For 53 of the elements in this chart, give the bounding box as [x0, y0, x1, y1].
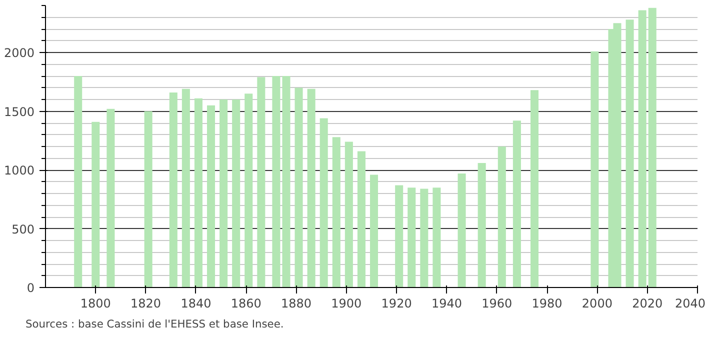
x-tick-label: 1820 — [130, 296, 162, 310]
bar — [320, 118, 328, 288]
bar — [74, 76, 82, 288]
y-tick-label: 1000 — [4, 164, 35, 178]
bar — [648, 8, 656, 288]
x-tick-label: 1960 — [482, 296, 512, 310]
bar — [92, 122, 100, 288]
bar — [638, 10, 646, 288]
bar — [257, 77, 266, 288]
x-tick-label: 1980 — [532, 296, 562, 310]
bar — [332, 137, 340, 288]
x-tick-label: 1800 — [80, 296, 111, 310]
bar — [169, 92, 178, 288]
bar — [590, 51, 599, 288]
bar — [458, 174, 466, 288]
bar — [530, 90, 539, 288]
x-tick-label: 1860 — [230, 296, 262, 310]
bar — [370, 174, 378, 288]
x-tick-label: 2000 — [582, 296, 612, 310]
bar — [182, 88, 190, 288]
bar — [626, 20, 634, 288]
bar — [512, 120, 521, 288]
bar — [232, 100, 240, 288]
x-tick-label: 2040 — [674, 296, 706, 310]
bar — [357, 151, 366, 288]
bar — [194, 98, 202, 288]
x-tick-label: 1900 — [331, 296, 362, 310]
bar — [272, 76, 280, 288]
y-tick-label: 500 — [12, 222, 34, 236]
bar — [244, 94, 253, 288]
y-tick-label: 1500 — [4, 104, 35, 119]
y-tick-label: 2000 — [4, 46, 35, 60]
bar — [344, 142, 353, 288]
x-tick-label: 1940 — [431, 296, 462, 310]
bar — [307, 88, 316, 288]
x-tick-label: 1920 — [381, 296, 412, 310]
x-tick-label: 1880 — [281, 296, 312, 310]
bar — [144, 111, 152, 288]
source-note: Sources : base Cassini de l'EHESS et base Insee. — [26, 318, 284, 330]
bar — [432, 188, 441, 288]
bar — [478, 162, 486, 288]
x-tick-label: 1840 — [180, 296, 212, 310]
bar — [220, 100, 228, 288]
bar — [395, 185, 404, 288]
x-tick-label: 2020 — [632, 296, 663, 310]
y-tick-label: 0 — [26, 281, 35, 295]
bar — [498, 146, 506, 288]
bar — [206, 105, 216, 288]
bar — [282, 76, 290, 288]
bar — [294, 88, 303, 288]
bar — [420, 188, 428, 288]
bar — [408, 188, 416, 288]
bar — [106, 108, 115, 288]
